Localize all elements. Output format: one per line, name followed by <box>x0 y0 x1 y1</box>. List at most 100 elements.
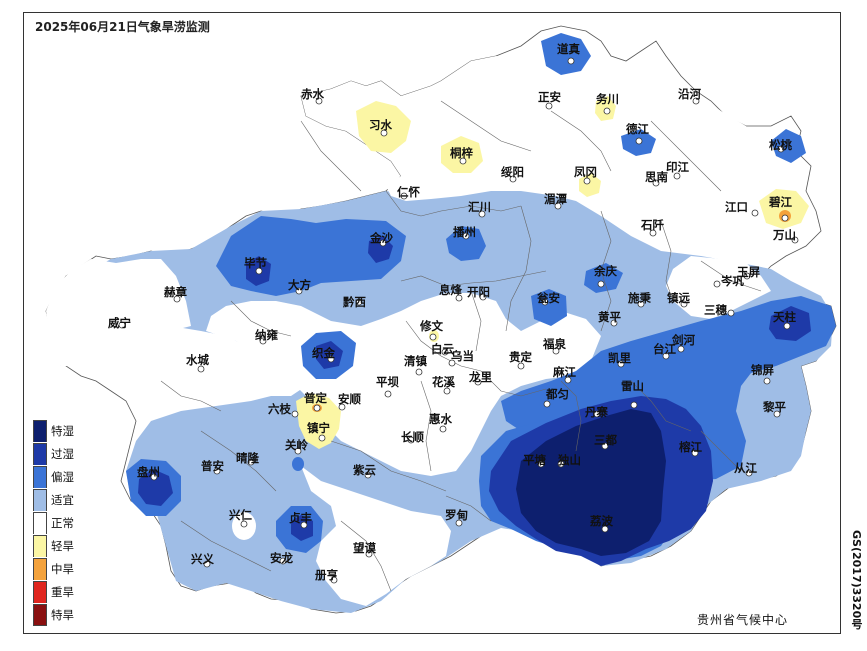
station-dot <box>478 210 486 218</box>
legend-swatch <box>33 442 47 465</box>
city-label: 纳雍 <box>255 328 278 342</box>
zone-wet-songtao <box>771 129 806 163</box>
city-label: 印江 <box>666 160 689 174</box>
station-dot <box>327 355 335 363</box>
zone-drought-bijiang <box>759 189 809 229</box>
zone-normal-south <box>301 466 451 606</box>
city-label: 清镇 <box>404 354 427 368</box>
city-label: 岑巩 <box>720 274 744 288</box>
station-dot <box>751 209 759 217</box>
legend-label: 偏湿 <box>51 469 74 484</box>
city-label: 普定 <box>304 391 327 405</box>
city-label: 福泉 <box>542 337 566 351</box>
zone-normal-center <box>206 293 601 476</box>
city-label: 独山 <box>558 453 581 467</box>
station-dot <box>610 319 618 327</box>
city-label: 平塘 <box>523 453 546 467</box>
station-dot <box>300 521 308 529</box>
city-label: 花溪 <box>432 375 455 389</box>
city-label: 雷山 <box>621 379 644 393</box>
station-dot <box>441 348 449 356</box>
legend-item: 特湿 <box>33 419 74 442</box>
legend-label: 中旱 <box>51 561 74 576</box>
station-dot <box>692 97 700 105</box>
city-label: 兴义 <box>191 552 214 566</box>
station-dot <box>601 525 609 533</box>
city-label: 玉屏 <box>737 265 760 279</box>
station-dot <box>617 360 625 368</box>
legend: 特湿 过湿 偏湿 适宜 正常 轻旱 中旱 重旱 特旱 <box>33 419 74 626</box>
zone-verywet-jinsha <box>368 236 393 263</box>
city-label: 都匀 <box>545 387 569 401</box>
city-label: 施秉 <box>628 291 651 305</box>
station-dot <box>474 378 482 386</box>
city-label: 赫章 <box>164 285 187 299</box>
city-label: 瓮安 <box>537 291 560 305</box>
legend-item: 特旱 <box>33 603 74 626</box>
station-dot <box>407 436 415 444</box>
city-label: 江口 <box>725 200 748 214</box>
station-dot <box>400 192 408 200</box>
station-dot <box>315 97 323 105</box>
station-dot <box>649 229 657 237</box>
city-label: 大方 <box>288 278 311 292</box>
map-title: 2025年06月21日气象旱涝监测 <box>35 20 210 34</box>
legend-label: 轻旱 <box>51 538 74 553</box>
city-label: 望谟 <box>353 541 376 555</box>
station-dot <box>603 107 611 115</box>
city-label: 贵定 <box>509 350 532 364</box>
legend-item: 偏湿 <box>33 465 74 488</box>
city-label: 黎平 <box>763 400 786 414</box>
station-dot <box>213 467 221 475</box>
city-label: 威宁 <box>108 316 131 330</box>
station-dot <box>279 557 287 565</box>
zone-wet-wengan <box>531 289 567 326</box>
zone-normal-east <box>666 256 771 319</box>
city-label: 播州 <box>453 225 476 239</box>
legend-item: 适宜 <box>33 488 74 511</box>
city-label: 锦屏 <box>751 363 774 377</box>
city-label: 思南 <box>645 170 668 184</box>
station-dot <box>727 309 735 317</box>
zone-verywet-panzhou <box>138 469 173 506</box>
legend-item: 轻旱 <box>33 534 74 557</box>
city-label: 榕江 <box>679 440 702 454</box>
zone-drought-xishui <box>356 101 411 153</box>
city-label: 万山 <box>772 228 796 242</box>
station-markers <box>118 57 799 584</box>
station-dot <box>517 362 525 370</box>
station-dot <box>295 287 303 295</box>
station-dot <box>338 403 346 411</box>
station-dot <box>509 175 517 183</box>
station-dot <box>743 272 751 280</box>
city-label: 汇川 <box>468 200 491 214</box>
city-label: 丹寨 <box>585 405 608 419</box>
station-dot <box>593 410 601 418</box>
city-label: 台江 <box>653 342 676 356</box>
station-dot <box>781 214 789 222</box>
legend-swatch <box>33 534 47 557</box>
zone-drought-puding <box>296 393 341 449</box>
city-label: 石阡 <box>640 218 664 232</box>
zone-wet-daozhen <box>541 33 591 75</box>
city-label: 开阳 <box>467 285 490 299</box>
station-dot <box>783 322 791 330</box>
station-dot <box>777 145 785 153</box>
city-label: 水城 <box>186 353 209 367</box>
city-label: 三穗 <box>704 303 727 317</box>
station-dot <box>448 359 456 367</box>
city-label: 长顺 <box>401 430 424 444</box>
station-dot <box>443 387 451 395</box>
map-approval-number: GS(2017)3320号 <box>850 530 863 630</box>
city-label: 天柱 <box>773 310 796 324</box>
zone-verywet-tianzhu <box>769 306 811 341</box>
station-dot <box>713 280 721 288</box>
station-dot <box>557 460 565 468</box>
legend-label: 适宜 <box>51 492 74 507</box>
station-dot <box>294 447 302 455</box>
legend-swatch <box>33 488 47 511</box>
legend-label: 特湿 <box>51 423 74 438</box>
station-dot <box>597 280 605 288</box>
city-label: 镇宁 <box>307 421 330 435</box>
